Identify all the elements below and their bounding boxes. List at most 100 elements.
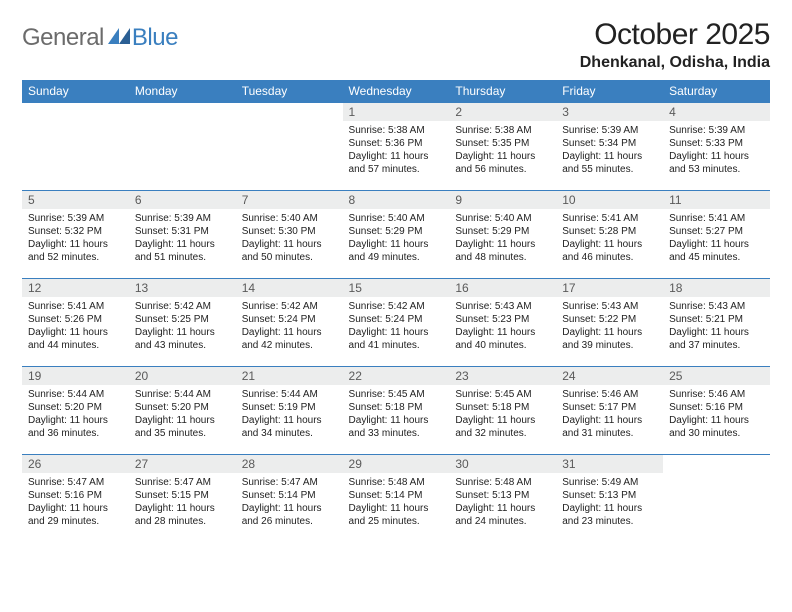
sunrise-text: Sunrise: 5:44 AM — [242, 388, 337, 401]
daylight-text: Daylight: 11 hours and 42 minutes. — [242, 326, 337, 352]
day-body: Sunrise: 5:42 AMSunset: 5:25 PMDaylight:… — [129, 297, 236, 356]
day-number: 16 — [449, 279, 556, 297]
sunrise-text: Sunrise: 5:45 AM — [349, 388, 444, 401]
calendar-cell: 18Sunrise: 5:43 AMSunset: 5:21 PMDayligh… — [663, 279, 770, 367]
day-number: 7 — [236, 191, 343, 209]
day-number: 26 — [22, 455, 129, 473]
daylight-text: Daylight: 11 hours and 43 minutes. — [135, 326, 230, 352]
sunset-text: Sunset: 5:19 PM — [242, 401, 337, 414]
daylight-text: Daylight: 11 hours and 24 minutes. — [455, 502, 550, 528]
calendar-cell: 8Sunrise: 5:40 AMSunset: 5:29 PMDaylight… — [343, 191, 450, 279]
calendar-cell: 19Sunrise: 5:44 AMSunset: 5:20 PMDayligh… — [22, 367, 129, 455]
sunrise-text: Sunrise: 5:41 AM — [562, 212, 657, 225]
calendar-cell: 22Sunrise: 5:45 AMSunset: 5:18 PMDayligh… — [343, 367, 450, 455]
logo-text-general: General — [22, 24, 104, 52]
weekday-header: Saturday — [663, 80, 770, 103]
sunset-text: Sunset: 5:22 PM — [562, 313, 657, 326]
calendar-cell: 14Sunrise: 5:42 AMSunset: 5:24 PMDayligh… — [236, 279, 343, 367]
day-number: 9 — [449, 191, 556, 209]
calendar-week-row: ......1Sunrise: 5:38 AMSunset: 5:36 PMDa… — [22, 103, 770, 191]
day-number: 23 — [449, 367, 556, 385]
day-body: Sunrise: 5:44 AMSunset: 5:20 PMDaylight:… — [129, 385, 236, 444]
calendar-cell: 5Sunrise: 5:39 AMSunset: 5:32 PMDaylight… — [22, 191, 129, 279]
sunrise-text: Sunrise: 5:39 AM — [135, 212, 230, 225]
day-body: Sunrise: 5:47 AMSunset: 5:16 PMDaylight:… — [22, 473, 129, 532]
day-number: 22 — [343, 367, 450, 385]
sunrise-text: Sunrise: 5:38 AM — [455, 124, 550, 137]
month-title: October 2025 — [580, 18, 770, 52]
day-number: 8 — [343, 191, 450, 209]
day-body: Sunrise: 5:49 AMSunset: 5:13 PMDaylight:… — [556, 473, 663, 532]
sunrise-text: Sunrise: 5:48 AM — [349, 476, 444, 489]
day-body: Sunrise: 5:39 AMSunset: 5:32 PMDaylight:… — [22, 209, 129, 268]
sunrise-text: Sunrise: 5:39 AM — [562, 124, 657, 137]
calendar-cell: 15Sunrise: 5:42 AMSunset: 5:24 PMDayligh… — [343, 279, 450, 367]
day-number: 10 — [556, 191, 663, 209]
day-body: Sunrise: 5:44 AMSunset: 5:19 PMDaylight:… — [236, 385, 343, 444]
weekday-header: Tuesday — [236, 80, 343, 103]
day-number: 29 — [343, 455, 450, 473]
sunrise-text: Sunrise: 5:41 AM — [669, 212, 764, 225]
sunset-text: Sunset: 5:14 PM — [242, 489, 337, 502]
sunrise-text: Sunrise: 5:46 AM — [562, 388, 657, 401]
day-body: Sunrise: 5:48 AMSunset: 5:14 PMDaylight:… — [343, 473, 450, 532]
day-number: 21 — [236, 367, 343, 385]
day-number: 1 — [343, 103, 450, 121]
sunrise-text: Sunrise: 5:47 AM — [242, 476, 337, 489]
sunset-text: Sunset: 5:27 PM — [669, 225, 764, 238]
daylight-text: Daylight: 11 hours and 37 minutes. — [669, 326, 764, 352]
sunrise-text: Sunrise: 5:45 AM — [455, 388, 550, 401]
sunset-text: Sunset: 5:13 PM — [562, 489, 657, 502]
sunset-text: Sunset: 5:29 PM — [349, 225, 444, 238]
sunset-text: Sunset: 5:20 PM — [135, 401, 230, 414]
daylight-text: Daylight: 11 hours and 45 minutes. — [669, 238, 764, 264]
day-number: 24 — [556, 367, 663, 385]
sunset-text: Sunset: 5:29 PM — [455, 225, 550, 238]
sunrise-text: Sunrise: 5:44 AM — [135, 388, 230, 401]
sunrise-text: Sunrise: 5:43 AM — [455, 300, 550, 313]
sunset-text: Sunset: 5:35 PM — [455, 137, 550, 150]
sunset-text: Sunset: 5:26 PM — [28, 313, 123, 326]
header: General Blue October 2025 Dhenkanal, Odi… — [22, 18, 770, 72]
daylight-text: Daylight: 11 hours and 52 minutes. — [28, 238, 123, 264]
sunset-text: Sunset: 5:16 PM — [669, 401, 764, 414]
calendar-cell: 27Sunrise: 5:47 AMSunset: 5:15 PMDayligh… — [129, 455, 236, 543]
sunset-text: Sunset: 5:14 PM — [349, 489, 444, 502]
daylight-text: Daylight: 11 hours and 57 minutes. — [349, 150, 444, 176]
sunrise-text: Sunrise: 5:41 AM — [28, 300, 123, 313]
daylight-text: Daylight: 11 hours and 29 minutes. — [28, 502, 123, 528]
day-body: Sunrise: 5:46 AMSunset: 5:17 PMDaylight:… — [556, 385, 663, 444]
day-number: 28 — [236, 455, 343, 473]
calendar-cell: 4Sunrise: 5:39 AMSunset: 5:33 PMDaylight… — [663, 103, 770, 191]
calendar-cell: 25Sunrise: 5:46 AMSunset: 5:16 PMDayligh… — [663, 367, 770, 455]
sunrise-text: Sunrise: 5:38 AM — [349, 124, 444, 137]
daylight-text: Daylight: 11 hours and 39 minutes. — [562, 326, 657, 352]
calendar-cell: 6Sunrise: 5:39 AMSunset: 5:31 PMDaylight… — [129, 191, 236, 279]
daylight-text: Daylight: 11 hours and 32 minutes. — [455, 414, 550, 440]
day-body: Sunrise: 5:45 AMSunset: 5:18 PMDaylight:… — [343, 385, 450, 444]
day-body: Sunrise: 5:38 AMSunset: 5:35 PMDaylight:… — [449, 121, 556, 180]
calendar-cell: .. — [663, 455, 770, 543]
logo-text-blue: Blue — [132, 24, 178, 52]
day-body: Sunrise: 5:43 AMSunset: 5:23 PMDaylight:… — [449, 297, 556, 356]
calendar-cell: 10Sunrise: 5:41 AMSunset: 5:28 PMDayligh… — [556, 191, 663, 279]
calendar-week-row: 19Sunrise: 5:44 AMSunset: 5:20 PMDayligh… — [22, 367, 770, 455]
sunrise-text: Sunrise: 5:44 AM — [28, 388, 123, 401]
day-body: Sunrise: 5:38 AMSunset: 5:36 PMDaylight:… — [343, 121, 450, 180]
sunset-text: Sunset: 5:36 PM — [349, 137, 444, 150]
calendar-cell: 17Sunrise: 5:43 AMSunset: 5:22 PMDayligh… — [556, 279, 663, 367]
day-number: 17 — [556, 279, 663, 297]
day-number: 15 — [343, 279, 450, 297]
day-body: Sunrise: 5:39 AMSunset: 5:33 PMDaylight:… — [663, 121, 770, 180]
sunrise-text: Sunrise: 5:42 AM — [135, 300, 230, 313]
sunset-text: Sunset: 5:18 PM — [455, 401, 550, 414]
logo: General Blue — [22, 18, 178, 52]
sunrise-text: Sunrise: 5:43 AM — [669, 300, 764, 313]
day-number: 31 — [556, 455, 663, 473]
day-body: Sunrise: 5:42 AMSunset: 5:24 PMDaylight:… — [343, 297, 450, 356]
day-body: Sunrise: 5:40 AMSunset: 5:29 PMDaylight:… — [449, 209, 556, 268]
weekday-header: Friday — [556, 80, 663, 103]
day-body: Sunrise: 5:46 AMSunset: 5:16 PMDaylight:… — [663, 385, 770, 444]
calendar-cell: 21Sunrise: 5:44 AMSunset: 5:19 PMDayligh… — [236, 367, 343, 455]
daylight-text: Daylight: 11 hours and 41 minutes. — [349, 326, 444, 352]
